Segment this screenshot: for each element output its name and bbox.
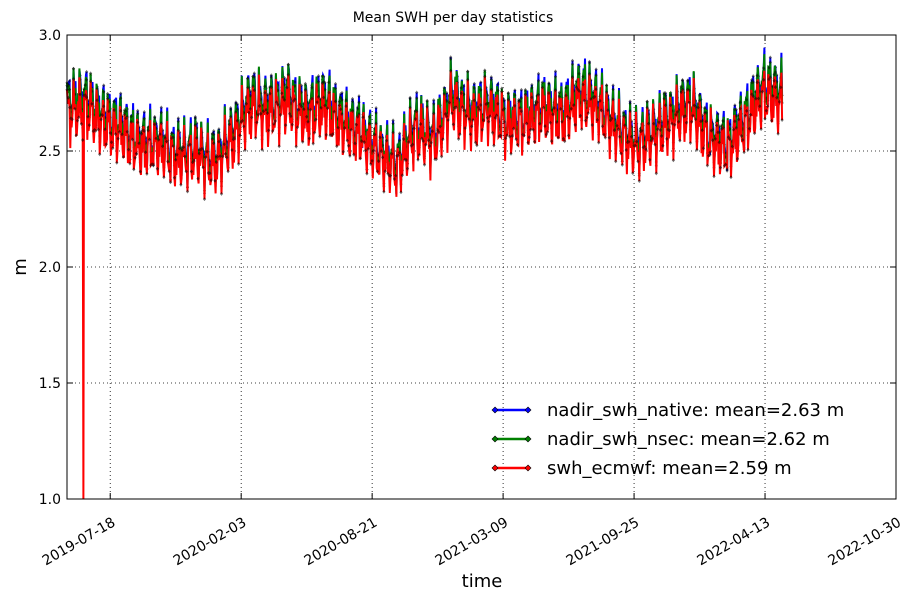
legend-label: swh_ecmwf: mean=2.59 m: [547, 458, 792, 479]
y-tick-label: 2.0: [39, 260, 61, 276]
legend-marker: [491, 406, 532, 414]
y-tick-label: 1.5: [39, 376, 61, 392]
y-tick-label: 3.0: [39, 28, 61, 44]
grid: [67, 35, 896, 499]
chart-title: Mean SWH per day statistics: [353, 10, 554, 26]
y-tick-label: 1.0: [39, 492, 61, 508]
y-tick-label: 2.5: [39, 144, 61, 160]
series-layer: [65, 47, 784, 500]
legend-label: nadir_swh_nsec: mean=2.62 m: [547, 429, 830, 450]
legend-marker: [491, 464, 532, 472]
x-axis-label: time: [462, 571, 503, 592]
legend-marker: [491, 435, 532, 443]
y-axis-label: m: [10, 258, 31, 276]
legend-label: nadir_swh_native: mean=2.63 m: [547, 400, 844, 421]
legend: nadir_swh_native: mean=2.63 m nadir_swh_n…: [491, 400, 844, 479]
